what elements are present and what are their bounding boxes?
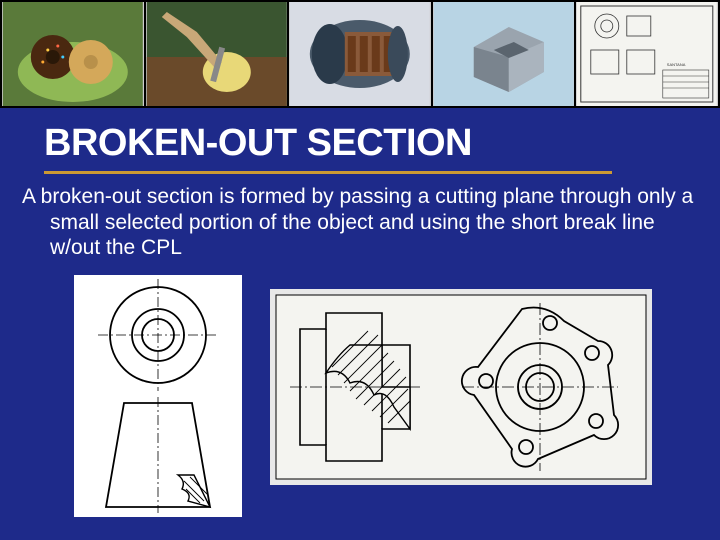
banner-thumb-5: SANTANA: [576, 2, 718, 106]
banner-thumb-3: [289, 2, 431, 106]
slide-title: BROKEN-OUT SECTION: [44, 108, 612, 174]
diagram-left: [74, 275, 242, 517]
diagram-row: [0, 261, 720, 517]
banner-thumb-2: [146, 2, 288, 106]
banner-thumb-4: [433, 2, 575, 106]
slide-body-text: A broken-out section is formed by passin…: [0, 174, 720, 261]
svg-text:SANTANA: SANTANA: [667, 62, 686, 67]
header-image-banner: SANTANA: [0, 0, 720, 108]
banner-thumb-1: [2, 2, 144, 106]
diagram-right: [270, 289, 652, 485]
